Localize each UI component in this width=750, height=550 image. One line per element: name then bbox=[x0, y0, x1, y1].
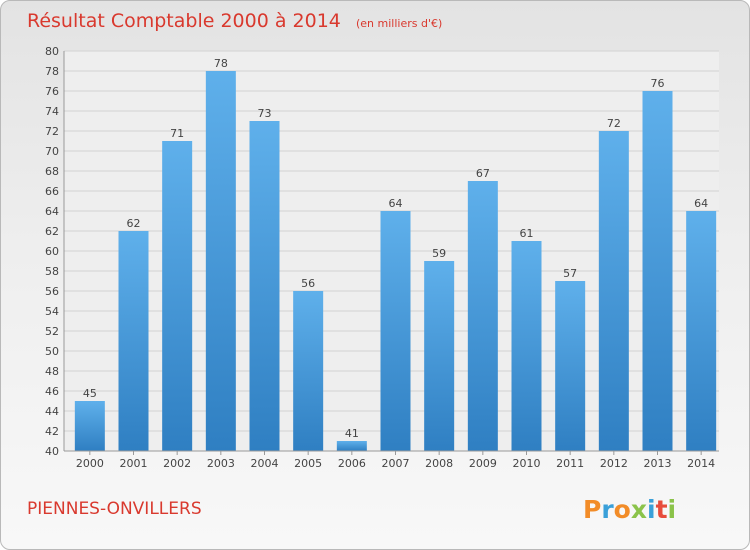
bar-2005 bbox=[293, 291, 324, 451]
y-tick-label: 58 bbox=[45, 265, 59, 278]
proxiti-logo: Proxiti bbox=[583, 495, 676, 524]
logo-letter: r bbox=[601, 495, 614, 524]
x-tick-label-2010: 2010 bbox=[513, 457, 541, 470]
x-tick-label-2005: 2005 bbox=[294, 457, 322, 470]
logo-letter: o bbox=[614, 495, 631, 524]
chart-subtitle: (en milliers d'€) bbox=[356, 17, 442, 30]
value-label-2007: 64 bbox=[389, 197, 403, 210]
y-tick-label: 56 bbox=[45, 285, 59, 298]
y-tick-label: 44 bbox=[45, 405, 59, 418]
x-tick-label-2001: 2001 bbox=[120, 457, 148, 470]
y-tick-label: 48 bbox=[45, 365, 59, 378]
logo-letter: t bbox=[656, 495, 668, 524]
bar-2002 bbox=[162, 141, 193, 451]
chart-title: Résultat Comptable 2000 à 2014 bbox=[27, 10, 341, 32]
y-tick-label: 76 bbox=[45, 85, 59, 98]
x-tick-label-2006: 2006 bbox=[338, 457, 366, 470]
logo-letter: i bbox=[668, 495, 677, 524]
bar-2011 bbox=[555, 281, 586, 451]
value-label-2005: 56 bbox=[301, 277, 315, 290]
chart-title-group: Résultat Comptable 2000 à 2014 (en milli… bbox=[27, 10, 442, 32]
value-label-2011: 57 bbox=[563, 267, 577, 280]
value-label-2000: 45 bbox=[83, 387, 97, 400]
x-tick-label-2014: 2014 bbox=[687, 457, 715, 470]
x-tick-label-2003: 2003 bbox=[207, 457, 235, 470]
y-tick-label: 64 bbox=[45, 205, 59, 218]
bar-2000 bbox=[74, 401, 105, 451]
bar-2001 bbox=[118, 231, 149, 451]
value-label-2002: 71 bbox=[170, 127, 184, 140]
x-tick-label-2008: 2008 bbox=[425, 457, 453, 470]
y-tick-label: 66 bbox=[45, 185, 59, 198]
logo-letter: P bbox=[583, 495, 601, 524]
bar-2004 bbox=[249, 121, 280, 451]
value-label-2004: 73 bbox=[258, 107, 272, 120]
bar-2003 bbox=[205, 71, 236, 451]
y-tick-label: 62 bbox=[45, 225, 59, 238]
x-tick-label-2004: 2004 bbox=[251, 457, 279, 470]
x-axis: 2000 2001 2002 2003 2004 2005 2006 2007 2008 2009… bbox=[64, 450, 719, 470]
bar-2010 bbox=[511, 241, 542, 451]
value-label-2012: 72 bbox=[607, 117, 621, 130]
y-tick-label: 42 bbox=[45, 425, 59, 438]
commune-name: PIENNES-ONVILLERS bbox=[27, 499, 202, 519]
x-tick-label-2012: 2012 bbox=[600, 457, 628, 470]
y-tick-label: 78 bbox=[45, 65, 59, 78]
value-label-2008: 59 bbox=[432, 247, 446, 260]
bar-2006 bbox=[336, 441, 367, 451]
y-tick-label: 74 bbox=[45, 105, 59, 118]
bar-2008 bbox=[424, 261, 455, 451]
bar-2014 bbox=[686, 211, 717, 451]
logo-letter: i bbox=[647, 495, 656, 524]
value-label-2010: 61 bbox=[520, 227, 534, 240]
y-axis: 40 42 44 46 48 50 52 54 56 58 60 62 64 66 68 70 72 74 76 78… bbox=[45, 45, 65, 458]
value-label-2013: 76 bbox=[651, 77, 665, 90]
value-label-2001: 62 bbox=[127, 217, 141, 230]
y-tick-label: 54 bbox=[45, 305, 59, 318]
bar-2007 bbox=[380, 211, 411, 451]
bars: 45 62 71 78 73 56 41 64 59 67 61 57 72 76 64 bbox=[74, 57, 717, 451]
logo-letter: x bbox=[631, 495, 647, 524]
x-tick-label-2011: 2011 bbox=[556, 457, 584, 470]
y-tick-label: 50 bbox=[45, 345, 59, 358]
y-tick-label: 40 bbox=[45, 445, 59, 458]
y-tick-label: 60 bbox=[45, 245, 59, 258]
value-label-2006: 41 bbox=[345, 427, 359, 440]
bar-2013 bbox=[642, 91, 673, 451]
y-tick-label: 70 bbox=[45, 145, 59, 158]
x-tick-label-2000: 2000 bbox=[76, 457, 104, 470]
y-tick-label: 68 bbox=[45, 165, 59, 178]
value-label-2009: 67 bbox=[476, 167, 490, 180]
bar-2009 bbox=[467, 181, 498, 451]
x-tick-label-2002: 2002 bbox=[163, 457, 191, 470]
y-tick-label: 72 bbox=[45, 125, 59, 138]
x-tick-label-2013: 2013 bbox=[644, 457, 672, 470]
bar-2012 bbox=[598, 131, 629, 451]
value-label-2003: 78 bbox=[214, 57, 228, 70]
x-tick-label-2009: 2009 bbox=[469, 457, 497, 470]
y-tick-label: 52 bbox=[45, 325, 59, 338]
y-tick-label: 46 bbox=[45, 385, 59, 398]
x-tick-label-2007: 2007 bbox=[382, 457, 410, 470]
y-tick-label: 80 bbox=[45, 45, 59, 58]
value-label-2014: 64 bbox=[694, 197, 708, 210]
